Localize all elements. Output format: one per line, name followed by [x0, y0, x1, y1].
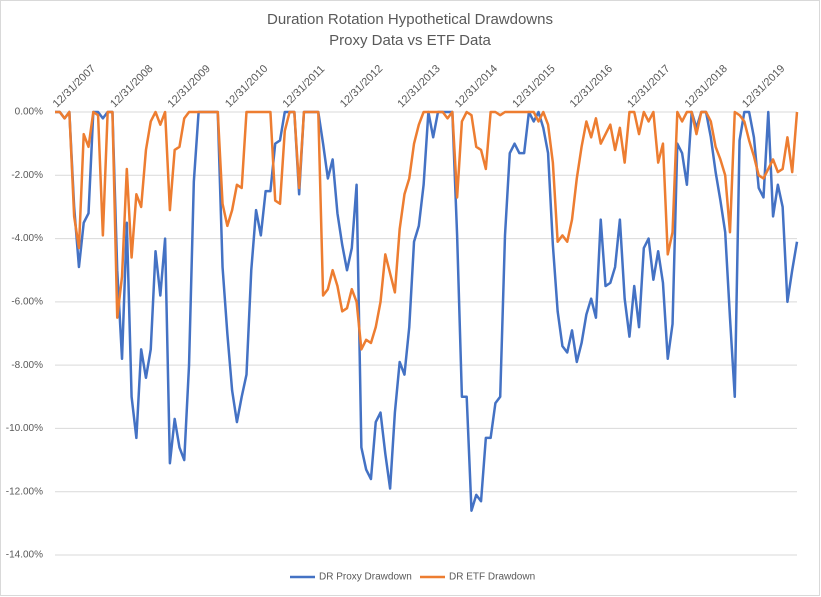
series-line — [55, 110, 799, 351]
y-tick-label: -6.00% — [11, 296, 43, 307]
y-tick-label: -14.00% — [6, 550, 43, 561]
y-tick-label: -10.00% — [6, 423, 43, 434]
chart-title: Duration Rotation Hypothetical Drawdowns — [267, 11, 553, 28]
y-tick-label: -2.00% — [11, 170, 43, 181]
legend-label: DR ETF Drawdown — [449, 572, 535, 583]
chart-subtitle: Proxy Data vs ETF Data — [329, 32, 491, 49]
y-tick-label: 0.00% — [15, 107, 43, 118]
y-tick-label: -8.00% — [11, 360, 43, 371]
y-tick-label: -12.00% — [6, 486, 43, 497]
series-line — [55, 110, 799, 512]
y-tick-label: -4.00% — [11, 233, 43, 244]
legend-label: DR Proxy Drawdown — [319, 572, 412, 583]
